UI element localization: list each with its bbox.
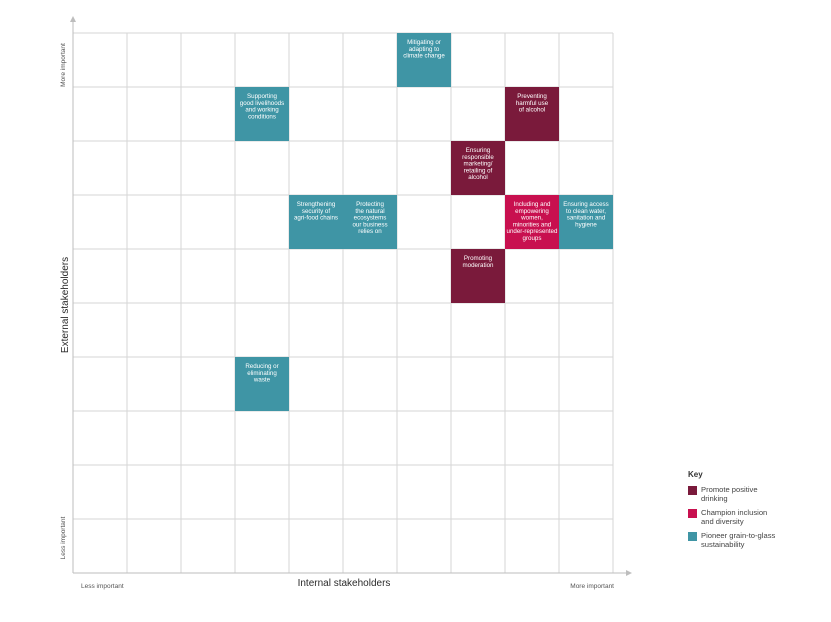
- issue-label: to clean water,: [566, 208, 606, 215]
- issue-label: climate change: [403, 53, 445, 60]
- issue-label: conditions: [248, 113, 276, 120]
- x-axis-high-label: More important: [570, 583, 614, 590]
- issue-label: the natural: [355, 208, 384, 215]
- legend-item-promote: Promote positive drinking: [688, 485, 808, 503]
- legend-title: Key: [688, 470, 703, 479]
- issue-label: waste: [253, 377, 271, 384]
- issue-label: ecosystems: [354, 215, 387, 222]
- issue-cell-fill: [505, 87, 559, 141]
- issue-label: sanitation and: [567, 215, 606, 222]
- issue-cell-fill: [451, 141, 505, 195]
- legend: Key Promote positive drinking Champion in…: [688, 470, 808, 554]
- issue-label: Strengthening: [297, 201, 336, 208]
- legend-swatch-pioneer: [688, 532, 697, 541]
- issue-label: Reducing or: [245, 363, 278, 370]
- issue-label: under-represented: [507, 228, 558, 235]
- legend-item-inclusion: Champion inclusion and diversity: [688, 508, 808, 526]
- issue-label: minorities and: [513, 221, 552, 228]
- issue-label: Protecting: [356, 201, 384, 208]
- issue-label: Supporting: [247, 93, 277, 100]
- issue-label: our business: [352, 221, 387, 228]
- issue-label: good livelihoods: [240, 100, 284, 107]
- issue-label: relies on: [358, 228, 382, 235]
- issue-label: groups: [523, 235, 542, 242]
- issue-cell-fill: [397, 33, 451, 87]
- issue-label: Including and: [514, 201, 551, 208]
- issue-cell-fill: [289, 195, 343, 249]
- y-axis-low-label: Less important: [60, 516, 67, 559]
- issue-label: Preventing: [517, 93, 547, 100]
- issue-cell-fill: [235, 357, 289, 411]
- issue-label: Mitigating or: [407, 39, 441, 46]
- x-axis-arrow-icon: [626, 570, 632, 576]
- issue-label: women,: [520, 215, 543, 222]
- issue-label: of alcohol: [519, 107, 546, 114]
- x-axis-low-label: Less important: [81, 583, 124, 590]
- issue-cell-fill: [505, 195, 559, 249]
- legend-label: Champion inclusion and diversity: [701, 508, 768, 526]
- issue-label: agri-food chains: [294, 215, 338, 222]
- y-axis-high-label: More important: [60, 43, 67, 87]
- issue-label: adapting to: [409, 46, 440, 53]
- issue-label: empowering: [515, 208, 549, 215]
- legend-swatch-inclusion: [688, 509, 697, 518]
- issue-label: eliminating: [247, 370, 277, 377]
- issue-label: Ensuring access: [563, 201, 608, 208]
- issue-label: retailing of: [464, 167, 493, 174]
- legend-label: Promote positive drinking: [701, 485, 758, 503]
- y-axis-title: External stakeholders: [60, 257, 71, 353]
- legend-label: Pioneer grain-to-glass sustainability: [701, 531, 776, 549]
- issue-cell-fill: [343, 195, 397, 249]
- issue-label: Promoting: [464, 255, 493, 262]
- legend-swatch-promote: [688, 486, 697, 495]
- issue-label: responsible: [462, 154, 494, 161]
- issue-label: Ensuring: [466, 147, 491, 154]
- issue-cell-fill: [559, 195, 613, 249]
- legend-item-pioneer: Pioneer grain-to-glass sustainability: [688, 531, 808, 549]
- issue-cell-fill: [235, 87, 289, 141]
- matrix-axes: [70, 16, 632, 576]
- issue-label: harmful use: [516, 100, 549, 107]
- issue-label: security of: [302, 208, 330, 215]
- issue-label: and working: [245, 107, 279, 114]
- issue-cell-fill: [451, 249, 505, 303]
- issue-label: moderation: [463, 262, 495, 269]
- issue-label: alcohol: [468, 174, 488, 181]
- x-axis-title: Internal stakeholders: [298, 578, 391, 589]
- issue-label: marketing/: [464, 161, 493, 168]
- y-axis-arrow-icon: [70, 16, 76, 22]
- issue-label: hygiene: [575, 221, 597, 228]
- issue-cell: Including andempoweringwomen,minorities …: [505, 195, 559, 249]
